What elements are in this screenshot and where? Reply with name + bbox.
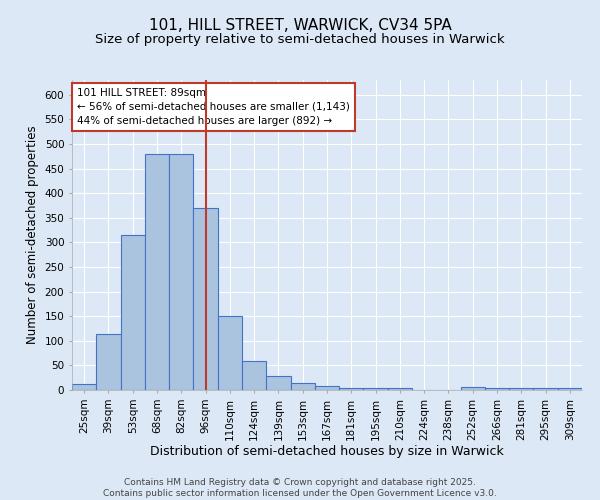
Bar	[339, 388, 364, 390]
Bar	[193, 208, 218, 390]
Bar	[485, 388, 509, 390]
Bar	[461, 387, 485, 390]
Bar	[509, 388, 533, 390]
Y-axis label: Number of semi-detached properties: Number of semi-detached properties	[26, 126, 39, 344]
Text: 101 HILL STREET: 89sqm
← 56% of semi-detached houses are smaller (1,143)
44% of : 101 HILL STREET: 89sqm ← 56% of semi-det…	[77, 88, 350, 126]
Text: Size of property relative to semi-detached houses in Warwick: Size of property relative to semi-detach…	[95, 32, 505, 46]
Bar	[364, 388, 388, 390]
Bar	[315, 386, 339, 390]
Bar	[169, 154, 193, 390]
X-axis label: Distribution of semi-detached houses by size in Warwick: Distribution of semi-detached houses by …	[150, 446, 504, 458]
Bar	[388, 388, 412, 390]
Text: 101, HILL STREET, WARWICK, CV34 5PA: 101, HILL STREET, WARWICK, CV34 5PA	[149, 18, 451, 32]
Bar	[96, 334, 121, 390]
Bar	[72, 384, 96, 390]
Bar	[266, 376, 290, 390]
Bar	[145, 154, 169, 390]
Bar	[558, 388, 582, 390]
Bar	[533, 388, 558, 390]
Text: Contains HM Land Registry data © Crown copyright and database right 2025.
Contai: Contains HM Land Registry data © Crown c…	[103, 478, 497, 498]
Bar	[242, 362, 266, 390]
Bar	[121, 235, 145, 390]
Bar	[218, 316, 242, 390]
Bar	[290, 382, 315, 390]
